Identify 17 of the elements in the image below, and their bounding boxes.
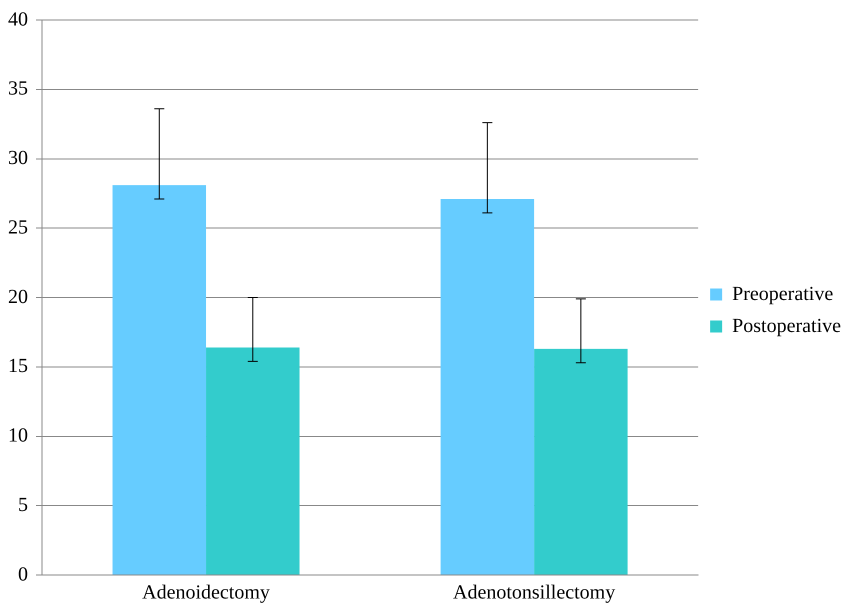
- x-tick-label: Adenotonsillectomy: [453, 581, 616, 604]
- y-tick-label: 15: [8, 355, 28, 378]
- legend-label: Postoperative: [732, 314, 842, 337]
- y-tick-label: 5: [18, 494, 28, 516]
- y-tick-label: 20: [8, 286, 28, 308]
- bar: [440, 198, 534, 574]
- bar: [534, 348, 628, 574]
- bar: [112, 185, 206, 574]
- x-tick-label: Adenoidectomy: [142, 581, 270, 604]
- y-tick-label: 10: [8, 424, 28, 446]
- y-tick-label: 40: [8, 8, 28, 30]
- y-tick-label: 25: [8, 216, 28, 238]
- y-tick-label: 0: [18, 563, 28, 586]
- bar: [206, 347, 300, 574]
- y-tick-label: 30: [8, 147, 28, 169]
- legend-label: Preoperative: [732, 282, 834, 305]
- y-tick-label: 35: [8, 78, 28, 100]
